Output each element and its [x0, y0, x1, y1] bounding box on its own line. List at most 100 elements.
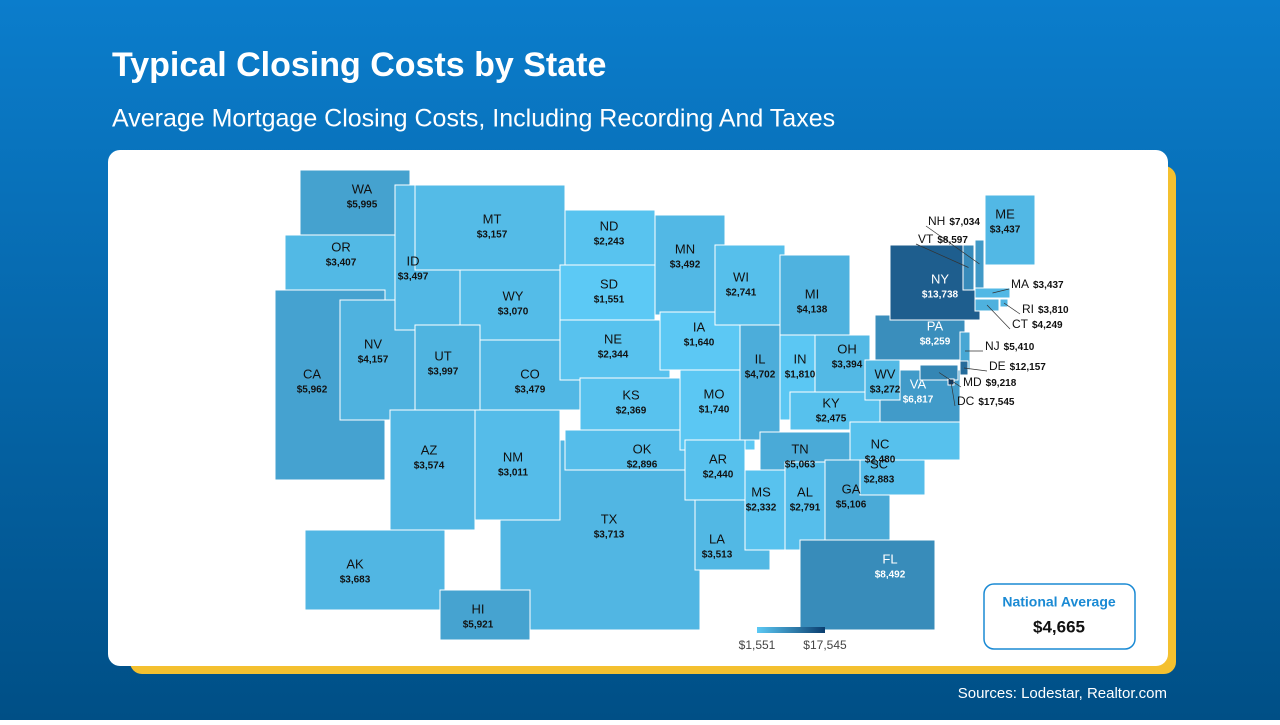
- state-value: $2,332: [746, 503, 777, 514]
- state-value: $5,921: [463, 620, 494, 631]
- state-abbr: TX: [601, 511, 618, 526]
- national-average-box: [983, 583, 1136, 650]
- state-abbr: OK: [633, 441, 652, 456]
- state-abbr: SC: [870, 456, 888, 471]
- state-value: $2,243: [594, 237, 625, 248]
- state: [564, 429, 691, 471]
- state: [744, 469, 786, 551]
- state-abbr: ID: [407, 253, 420, 268]
- state-abbr: SD: [600, 276, 618, 291]
- national-average-label: National Average: [1002, 594, 1116, 610]
- state-value: $8,259: [920, 337, 951, 348]
- state-abbr: WA: [352, 181, 373, 196]
- state-value: $3,157: [477, 230, 508, 241]
- state-label: DC $17,545: [957, 394, 1015, 408]
- state-value: $1,810: [785, 370, 816, 381]
- state-value: $5,995: [347, 200, 378, 211]
- state-label: DE $12,157: [989, 359, 1046, 373]
- state-abbr: OR: [331, 239, 351, 254]
- state-value: $3,437: [990, 225, 1021, 236]
- state-value: $3,070: [498, 307, 529, 318]
- source: Sources: Lodestar, Realtor.com: [958, 685, 1167, 702]
- title: Typical Closing Costs by State: [112, 46, 606, 84]
- state-label: RI $3,810: [1022, 302, 1069, 316]
- state-abbr: NH: [928, 214, 945, 228]
- state-value: $9,218: [986, 378, 1017, 389]
- state: [559, 319, 671, 381]
- state: [564, 209, 656, 266]
- state-abbr: RI: [1022, 302, 1034, 316]
- state: [799, 539, 936, 631]
- state-abbr: OH: [837, 341, 857, 356]
- states: WA $5,995 OR $3,407 TX $3,713 CA $5,962 NV $4,157…: [274, 169, 1069, 641]
- state-abbr: FL: [882, 551, 897, 566]
- state-abbr: CO: [520, 366, 540, 381]
- state: [304, 529, 446, 611]
- state-abbr: UT: [434, 348, 451, 363]
- state-value: $17,545: [978, 397, 1015, 408]
- state-abbr: CT: [1012, 317, 1029, 331]
- state-abbr: CA: [303, 366, 321, 381]
- state-value: $3,011: [498, 468, 528, 479]
- state-value: $3,513: [702, 550, 733, 561]
- state-value: $2,791: [790, 503, 821, 514]
- state-abbr: PA: [927, 318, 944, 333]
- state-abbr: MO: [704, 386, 725, 401]
- state-value: $1,740: [699, 405, 730, 416]
- state-value: $8,492: [875, 570, 906, 581]
- state: [579, 377, 686, 431]
- state-value: $5,106: [836, 500, 867, 511]
- state: [684, 439, 746, 501]
- state-value: $3,713: [594, 530, 625, 541]
- state-abbr: KY: [822, 395, 840, 410]
- state-value: $3,407: [326, 258, 357, 269]
- state: [864, 359, 901, 401]
- state-value: $3,810: [1038, 305, 1069, 316]
- national-average-value: $4,665: [1033, 617, 1085, 636]
- state-abbr: MS: [751, 484, 771, 499]
- state: [439, 589, 531, 641]
- state-value: $3,497: [398, 272, 429, 283]
- state-value: $3,479: [515, 385, 546, 396]
- state-value: $4,702: [745, 370, 776, 381]
- state: [714, 244, 786, 326]
- state: [984, 194, 1036, 266]
- state-abbr: DE: [989, 359, 1006, 373]
- state-abbr: GA: [842, 481, 861, 496]
- state-value: $2,440: [703, 470, 734, 481]
- subtitle: Average Mortgage Closing Costs, Includin…: [112, 105, 835, 133]
- state-value: $2,344: [598, 350, 629, 361]
- state-value: $13,738: [922, 290, 959, 301]
- state-abbr: WI: [733, 269, 749, 284]
- state-value: $5,962: [297, 385, 328, 396]
- state-abbr: VT: [918, 232, 934, 246]
- leader-line: [915, 243, 969, 268]
- state-value: $3,997: [428, 367, 459, 378]
- state-abbr: VA: [910, 376, 927, 391]
- state-abbr: NV: [364, 336, 382, 351]
- state-abbr: TN: [791, 441, 808, 456]
- state-value: $3,272: [870, 385, 901, 396]
- state-value: $3,492: [670, 260, 701, 271]
- state-abbr: MA: [1011, 277, 1029, 291]
- state-value: $2,896: [627, 460, 658, 471]
- state-label: MD $9,218: [963, 375, 1017, 389]
- state-value: $12,157: [1010, 362, 1047, 373]
- state: [414, 184, 566, 271]
- state: [284, 234, 396, 301]
- state-value: $6,817: [903, 395, 934, 406]
- state-label: VT $8,597: [918, 232, 968, 246]
- state-abbr: MT: [483, 211, 502, 226]
- leader-line: [925, 225, 980, 265]
- state: [874, 314, 966, 361]
- state-abbr: NC: [871, 436, 890, 451]
- state-value: $3,394: [832, 360, 863, 371]
- state-value: $2,480: [865, 455, 896, 466]
- leader-line: [986, 304, 1011, 330]
- state-value: $7,034: [949, 217, 980, 228]
- state-abbr: IN: [794, 351, 807, 366]
- state-abbr: NE: [604, 331, 622, 346]
- leader-line: [992, 288, 1010, 294]
